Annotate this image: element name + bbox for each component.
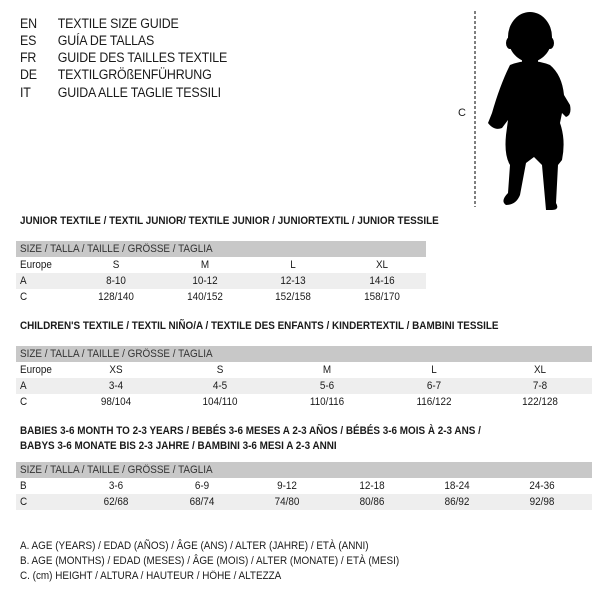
table-cell: 4-5 <box>212 380 228 392</box>
size-table: SIZE / TALLA / TAILLE / GRÖSSE / TAGLIA E… <box>16 241 426 305</box>
lang-code: DE <box>20 67 37 82</box>
table-header-label: SIZE / TALLA / TAILLE / GRÖSSE / TAGLIA <box>20 464 213 476</box>
table-row: C 62/68 68/74 74/80 80/86 86/92 92/98 <box>16 494 592 510</box>
section-title: CHILDREN'S TEXTILE / TEXTIL NIÑO/A / TEX… <box>20 320 499 332</box>
lang-row-fr: FR GUIDE DES TAILLES TEXTILE <box>20 50 227 65</box>
table-row: A 3-4 4-5 5-6 6-7 7-8 <box>16 378 592 394</box>
row-label: Europe <box>20 364 52 376</box>
height-measure-label: C <box>458 107 466 119</box>
lang-title: TEXTILE SIZE GUIDE <box>57 16 179 31</box>
table-row: A 8-10 10-12 12-13 14-16 <box>16 273 426 289</box>
table-cell: 6-7 <box>426 380 442 392</box>
baby-silhouette-icon <box>474 11 571 210</box>
table-cell: M <box>322 364 332 376</box>
table-cell: 104/110 <box>202 396 238 408</box>
table-cell: 24-36 <box>529 480 555 492</box>
table-row: Europe XS S M L XL <box>16 362 592 378</box>
table-cell: 7-8 <box>532 380 548 392</box>
lang-code: ES <box>20 33 37 48</box>
table-cell: 86/92 <box>444 496 470 508</box>
table-cell: 10-12 <box>192 275 218 287</box>
table-cell: 152/158 <box>275 291 311 303</box>
row-label: C <box>20 291 28 303</box>
table-cell: 9-12 <box>277 480 297 492</box>
table-cell: 68/74 <box>189 496 215 508</box>
lang-title: GUIDE DES TAILLES TEXTILE <box>57 50 228 65</box>
size-table: SIZE / TALLA / TAILLE / GRÖSSE / TAGLIA E… <box>16 346 592 410</box>
lang-row-de: DE TEXTILGRÖßENFÜHRUNG <box>20 67 212 82</box>
table-cell: 14-16 <box>369 275 395 287</box>
lang-row-en: EN TEXTILE SIZE GUIDE <box>20 16 179 31</box>
table-cell: 74/80 <box>274 496 300 508</box>
row-label: B <box>20 480 27 492</box>
lang-row-es: ES GUÍA DE TALLAS <box>20 33 154 48</box>
table-cell: 12-18 <box>359 480 385 492</box>
table-cell: L <box>290 259 296 271</box>
table-cell: 122/128 <box>522 396 558 408</box>
table-row: C 98/104 104/110 110/116 116/122 122/128 <box>16 394 592 410</box>
table-cell: 158/170 <box>364 291 400 303</box>
section-title: BABYS 3-6 MONATE BIS 2-3 JAHRE / BAMBINI… <box>20 440 337 452</box>
lang-code: FR <box>20 50 37 65</box>
lang-code: EN <box>20 16 37 31</box>
table-cell: 5-6 <box>319 380 335 392</box>
table-cell: S <box>112 259 120 271</box>
table-header: SIZE / TALLA / TAILLE / GRÖSSE / TAGLIA <box>16 241 426 257</box>
table-header-label: SIZE / TALLA / TAILLE / GRÖSSE / TAGLIA <box>20 348 213 360</box>
table-header-label: SIZE / TALLA / TAILLE / GRÖSSE / TAGLIA <box>20 243 213 255</box>
table-cell: 80/86 <box>359 496 385 508</box>
lang-code: IT <box>20 85 31 100</box>
table-row: Europe S M L XL <box>16 257 426 273</box>
table-row: C 128/140 140/152 152/158 158/170 <box>16 289 426 305</box>
table-cell: 128/140 <box>98 291 134 303</box>
table-cell: 12-13 <box>280 275 306 287</box>
table-cell: 140/152 <box>187 291 223 303</box>
table-cell: XL <box>375 259 389 271</box>
section-title: BABIES 3-6 MONTH TO 2-3 YEARS / BEBÉS 3-… <box>20 425 481 437</box>
table-cell: XS <box>109 364 123 376</box>
table-cell: 8-10 <box>106 275 126 287</box>
size-table: SIZE / TALLA / TAILLE / GRÖSSE / TAGLIA B… <box>16 462 592 510</box>
table-row: B 3-6 6-9 9-12 12-18 18-24 24-36 <box>16 478 592 494</box>
table-cell: XL <box>533 364 547 376</box>
row-label: C <box>20 496 28 508</box>
table-cell: 62/68 <box>103 496 129 508</box>
legend-b: B. AGE (MONTHS) / EDAD (MESES) / ÂGE (MO… <box>20 555 400 567</box>
lang-title: TEXTILGRÖßENFÜHRUNG <box>57 67 212 82</box>
table-header: SIZE / TALLA / TAILLE / GRÖSSE / TAGLIA <box>16 462 592 478</box>
legend-c: C. (cm) HEIGHT / ALTURA / HAUTEUR / HÖHE… <box>20 570 282 582</box>
table-cell: 6-9 <box>194 480 210 492</box>
table-cell: 98/104 <box>100 396 132 408</box>
lang-row-it: IT GUIDA ALLE TAGLIE TESSILI <box>20 85 221 100</box>
lang-title: GUIDA ALLE TAGLIE TESSILI <box>57 85 221 100</box>
legend-a: A. AGE (YEARS) / EDAD (AÑOS) / ÂGE (ANS)… <box>20 540 369 552</box>
table-header: SIZE / TALLA / TAILLE / GRÖSSE / TAGLIA <box>16 346 592 362</box>
row-label: A <box>20 275 27 287</box>
table-cell: 3-6 <box>108 480 124 492</box>
lang-title: GUÍA DE TALLAS <box>57 33 155 48</box>
table-cell: 116/122 <box>416 396 452 408</box>
row-label: Europe <box>20 259 52 271</box>
row-label: C <box>20 396 28 408</box>
table-cell: S <box>216 364 224 376</box>
table-cell: M <box>200 259 210 271</box>
row-label: A <box>20 380 27 392</box>
table-cell: 18-24 <box>444 480 470 492</box>
table-cell: 110/116 <box>309 396 345 408</box>
table-cell: 92/98 <box>529 496 555 508</box>
table-cell: 3-4 <box>108 380 124 392</box>
table-cell: L <box>431 364 437 376</box>
section-title: JUNIOR TEXTILE / TEXTIL JUNIOR/ TEXTILE … <box>20 215 439 227</box>
